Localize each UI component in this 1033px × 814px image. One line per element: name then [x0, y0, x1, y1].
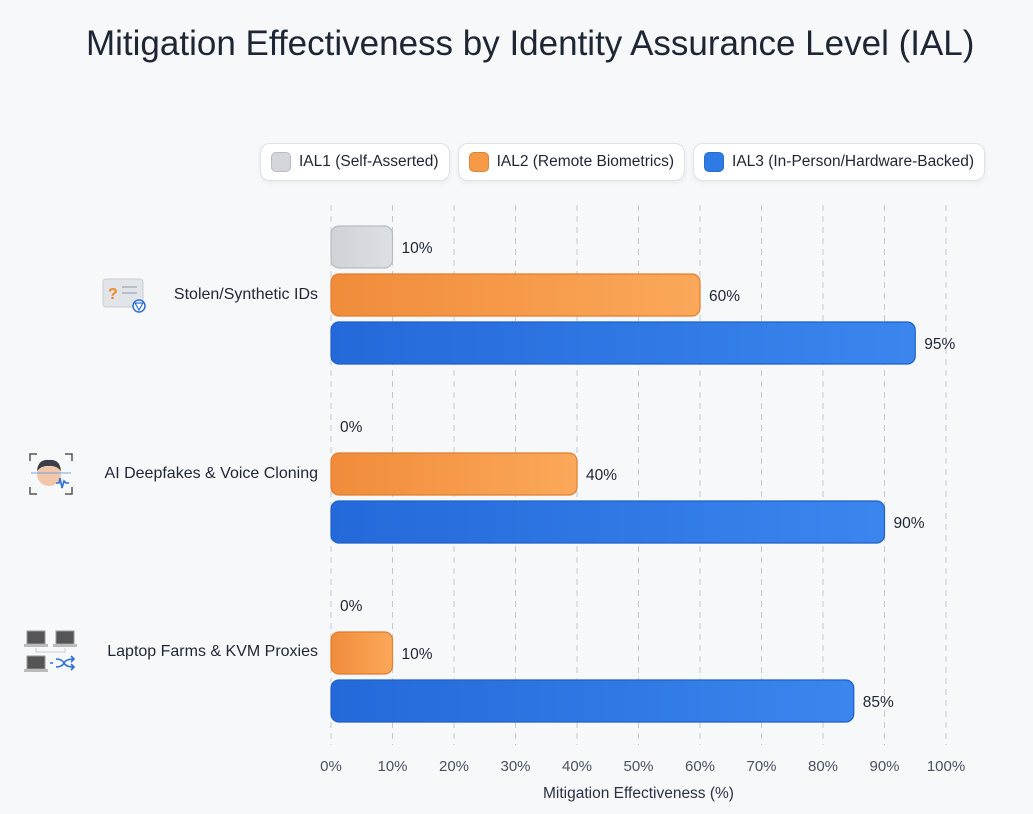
legend-swatch [271, 152, 291, 172]
bar [330, 273, 701, 317]
legend-label: IAL3 (In-Person/Hardware-Backed) [732, 153, 975, 170]
x-tick-label: 0% [320, 758, 342, 775]
bar [330, 631, 394, 675]
legend-swatch [704, 152, 725, 172]
bar [330, 321, 916, 365]
x-tick-label: 30% [500, 758, 530, 775]
x-tick-label: 80% [808, 758, 838, 775]
id-card-question-icon: ? [102, 278, 146, 313]
x-tick-label: 40% [562, 758, 592, 775]
legend-item-ial3[interactable]: IAL3 (In-Person/Hardware-Backed) [693, 143, 986, 181]
data-label: 95% [924, 336, 955, 353]
legend-label: IAL1 (Self-Asserted) [299, 153, 439, 170]
legend-item-ial2[interactable]: IAL2 (Remote Biometrics) [457, 143, 686, 181]
bar [330, 500, 886, 544]
data-label: 40% [586, 467, 617, 484]
x-tick-label: 100% [927, 758, 965, 775]
face-scan-voice-icon [29, 453, 73, 495]
x-tick-label: 90% [869, 758, 899, 775]
data-label: 0% [340, 419, 363, 436]
category-label: AI Deepfakes & Voice Cloning [104, 465, 318, 482]
svg-text:?: ? [108, 286, 118, 303]
chart-title: Mitigation Effectiveness by Identity Ass… [86, 24, 975, 63]
category-label: Stolen/Synthetic IDs [173, 286, 318, 303]
x-tick-label: 50% [623, 758, 653, 775]
data-label: 10% [402, 240, 433, 257]
bar [330, 679, 855, 723]
legend: IAL1 (Self-Asserted) IAL2 (Remote Biomet… [260, 143, 986, 181]
bar [330, 225, 394, 269]
x-tick-label: 70% [746, 758, 776, 775]
data-label: 60% [709, 288, 740, 305]
x-tick-label: 10% [377, 758, 407, 775]
x-tick-label: 60% [685, 758, 715, 775]
data-label: 10% [402, 646, 433, 663]
legend-item-ial1[interactable]: IAL1 (Self-Asserted) [260, 143, 450, 181]
data-label: 0% [340, 598, 363, 615]
laptop-farm-shuffle-icon [24, 630, 77, 672]
legend-swatch [468, 152, 489, 172]
x-tick-label: 20% [439, 758, 469, 775]
bar [330, 452, 578, 496]
data-label: 85% [863, 694, 894, 711]
data-label: 90% [894, 515, 925, 532]
legend-label: IAL2 (Remote Biometrics) [496, 153, 675, 170]
category-label: Laptop Farms & KVM Proxies [107, 643, 318, 660]
x-axis-label: Mitigation Effectiveness (%) [543, 785, 734, 802]
